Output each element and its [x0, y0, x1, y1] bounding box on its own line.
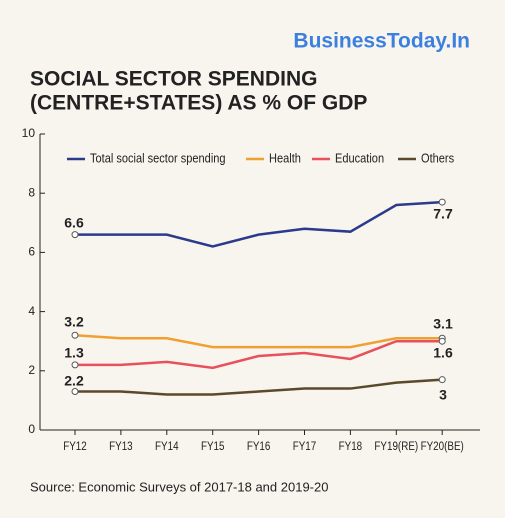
source: Source: Economic Surveys of 2017-18 and …: [30, 479, 328, 494]
chart-title: (CENTRE+STATES) AS % OF GDP: [30, 92, 367, 115]
x-tick-label: FY18: [339, 440, 363, 453]
legend-label: Health: [269, 151, 301, 166]
end-marker: [71, 361, 79, 369]
legend-label: Education: [335, 151, 384, 166]
annotation: 1.6: [433, 345, 453, 361]
y-tick-label: 10: [22, 126, 36, 140]
end-marker: [438, 337, 446, 345]
series-line: [75, 378, 443, 396]
legend-label: Total social sector spending: [90, 151, 226, 166]
x-tick-label: FY12: [63, 440, 87, 453]
y-tick-label: 6: [28, 245, 35, 259]
x-tick-label: FY19(RE): [374, 440, 418, 453]
series-line: [75, 339, 443, 370]
y-tick-label: 0: [28, 422, 35, 436]
y-tick-label: 8: [28, 185, 35, 199]
end-marker: [71, 388, 79, 396]
annotation: 6.6: [64, 215, 84, 231]
y-tick-label: 2: [28, 363, 35, 377]
annotation: 2.2: [64, 373, 84, 389]
end-marker: [71, 331, 79, 339]
x-tick-label: FY15: [201, 440, 225, 453]
annotation: 3.1: [433, 316, 453, 332]
x-tick-label: FY17: [293, 440, 317, 453]
x-tick-label: FY16: [247, 440, 271, 453]
brand: BusinessToday.In: [293, 30, 470, 53]
legend-label: Others: [421, 151, 454, 166]
series-line: [75, 200, 443, 248]
end-marker: [438, 376, 446, 384]
annotation: 3.2: [64, 314, 84, 330]
x-tick-label: FY13: [109, 440, 133, 453]
x-tick-label: FY20(BE): [421, 440, 464, 453]
annotation: 7.7: [433, 206, 453, 222]
y-tick-label: 4: [28, 304, 35, 318]
annotation: 3: [439, 387, 447, 403]
end-marker: [438, 198, 446, 206]
chart-title: SOCIAL SECTOR SPENDING: [30, 68, 317, 91]
series-line: [74, 334, 443, 349]
end-marker: [71, 231, 79, 239]
x-tick-label: FY14: [155, 440, 179, 453]
annotation: 1.3: [64, 345, 84, 361]
